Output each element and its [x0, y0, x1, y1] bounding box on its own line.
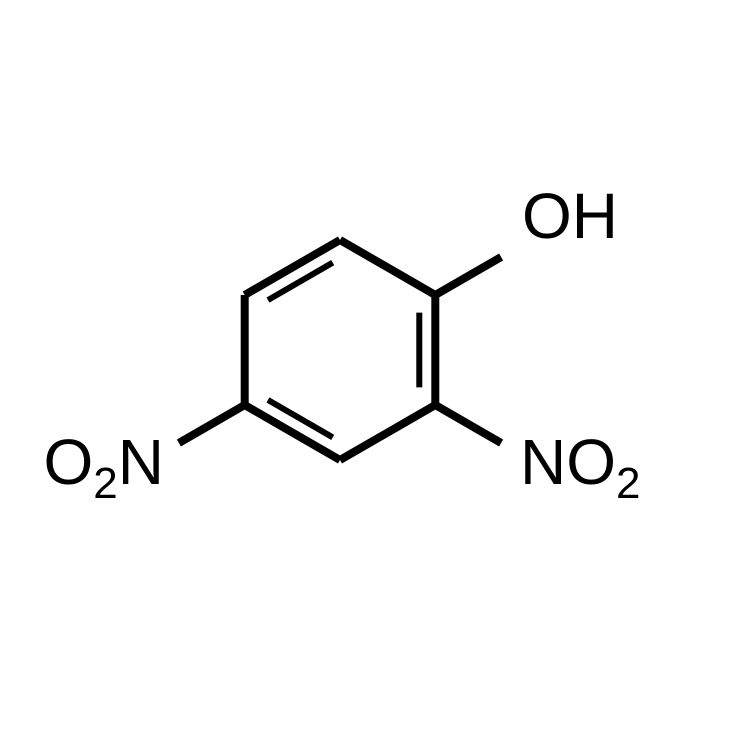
- bond-line: [340, 240, 435, 295]
- bond-line: [179, 405, 245, 443]
- atom-label-no2_right: NO2: [520, 426, 640, 508]
- atom-label-oh: OH: [522, 180, 618, 252]
- atom-label-no2_left: O2N: [44, 426, 164, 508]
- molecule-diagram: OH NO2 O2N: [0, 0, 730, 730]
- bond-line: [268, 400, 333, 437]
- bond-line: [340, 405, 435, 460]
- bond-line: [435, 257, 501, 295]
- bond-line: [268, 263, 333, 300]
- bond-line: [435, 405, 501, 443]
